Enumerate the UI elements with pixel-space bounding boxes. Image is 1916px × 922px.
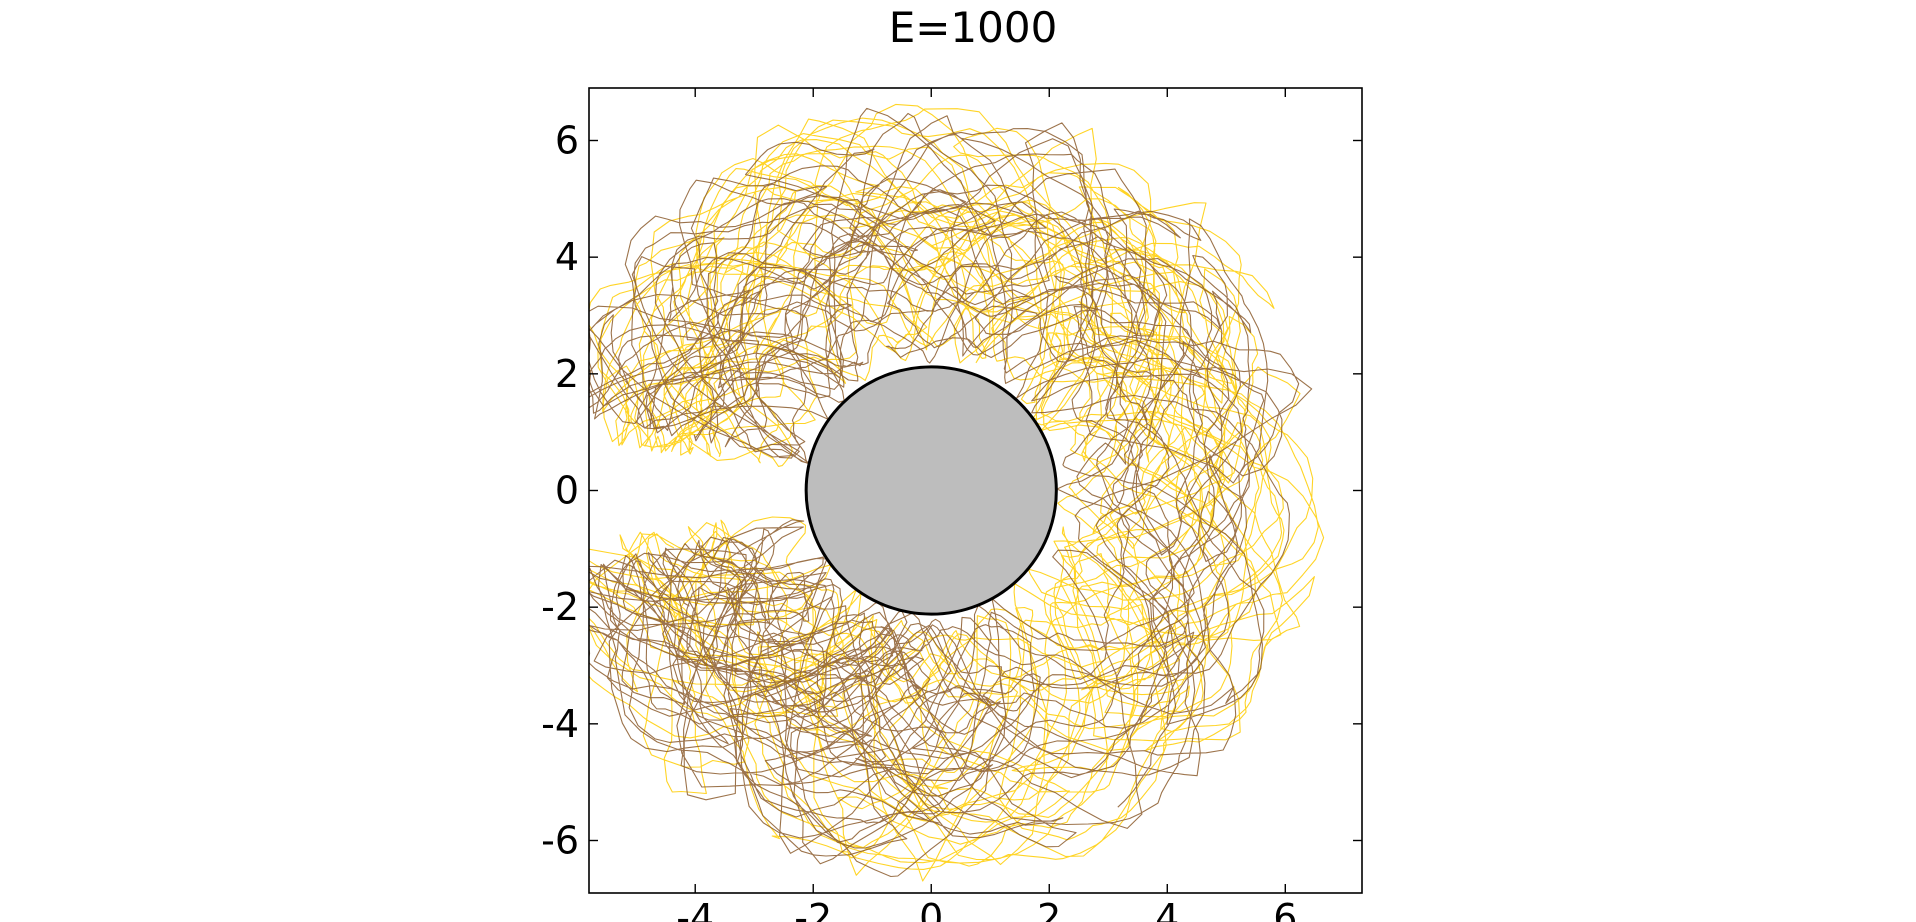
x-tick-label: 0	[919, 896, 943, 922]
y-tick-label: 0	[555, 469, 579, 513]
y-tick-label: 6	[555, 119, 579, 163]
y-tick-label: -6	[541, 819, 579, 863]
y-tick-label: -2	[541, 585, 579, 629]
obstacle-disk	[804, 365, 1058, 616]
y-tick-label: -4	[541, 702, 579, 746]
obstacle-layer	[804, 365, 1058, 616]
x-tick-label: 4	[1155, 896, 1179, 922]
tick-layer: -4 -2 0 2 4 6 6 4 2 0 -2 -4 -6	[541, 88, 1362, 922]
x-tick-label: -2	[794, 896, 832, 922]
x-tick-label: -4	[676, 896, 714, 922]
y-tick-label: 2	[555, 352, 579, 396]
trajectory-series-2	[589, 107, 1313, 878]
y-tick-label: 4	[555, 235, 579, 279]
x-tick-label: 6	[1273, 896, 1297, 922]
trajectory-layer	[589, 103, 1325, 882]
x-tick-label: 2	[1037, 896, 1061, 922]
chart-title: E=1000	[889, 3, 1058, 52]
